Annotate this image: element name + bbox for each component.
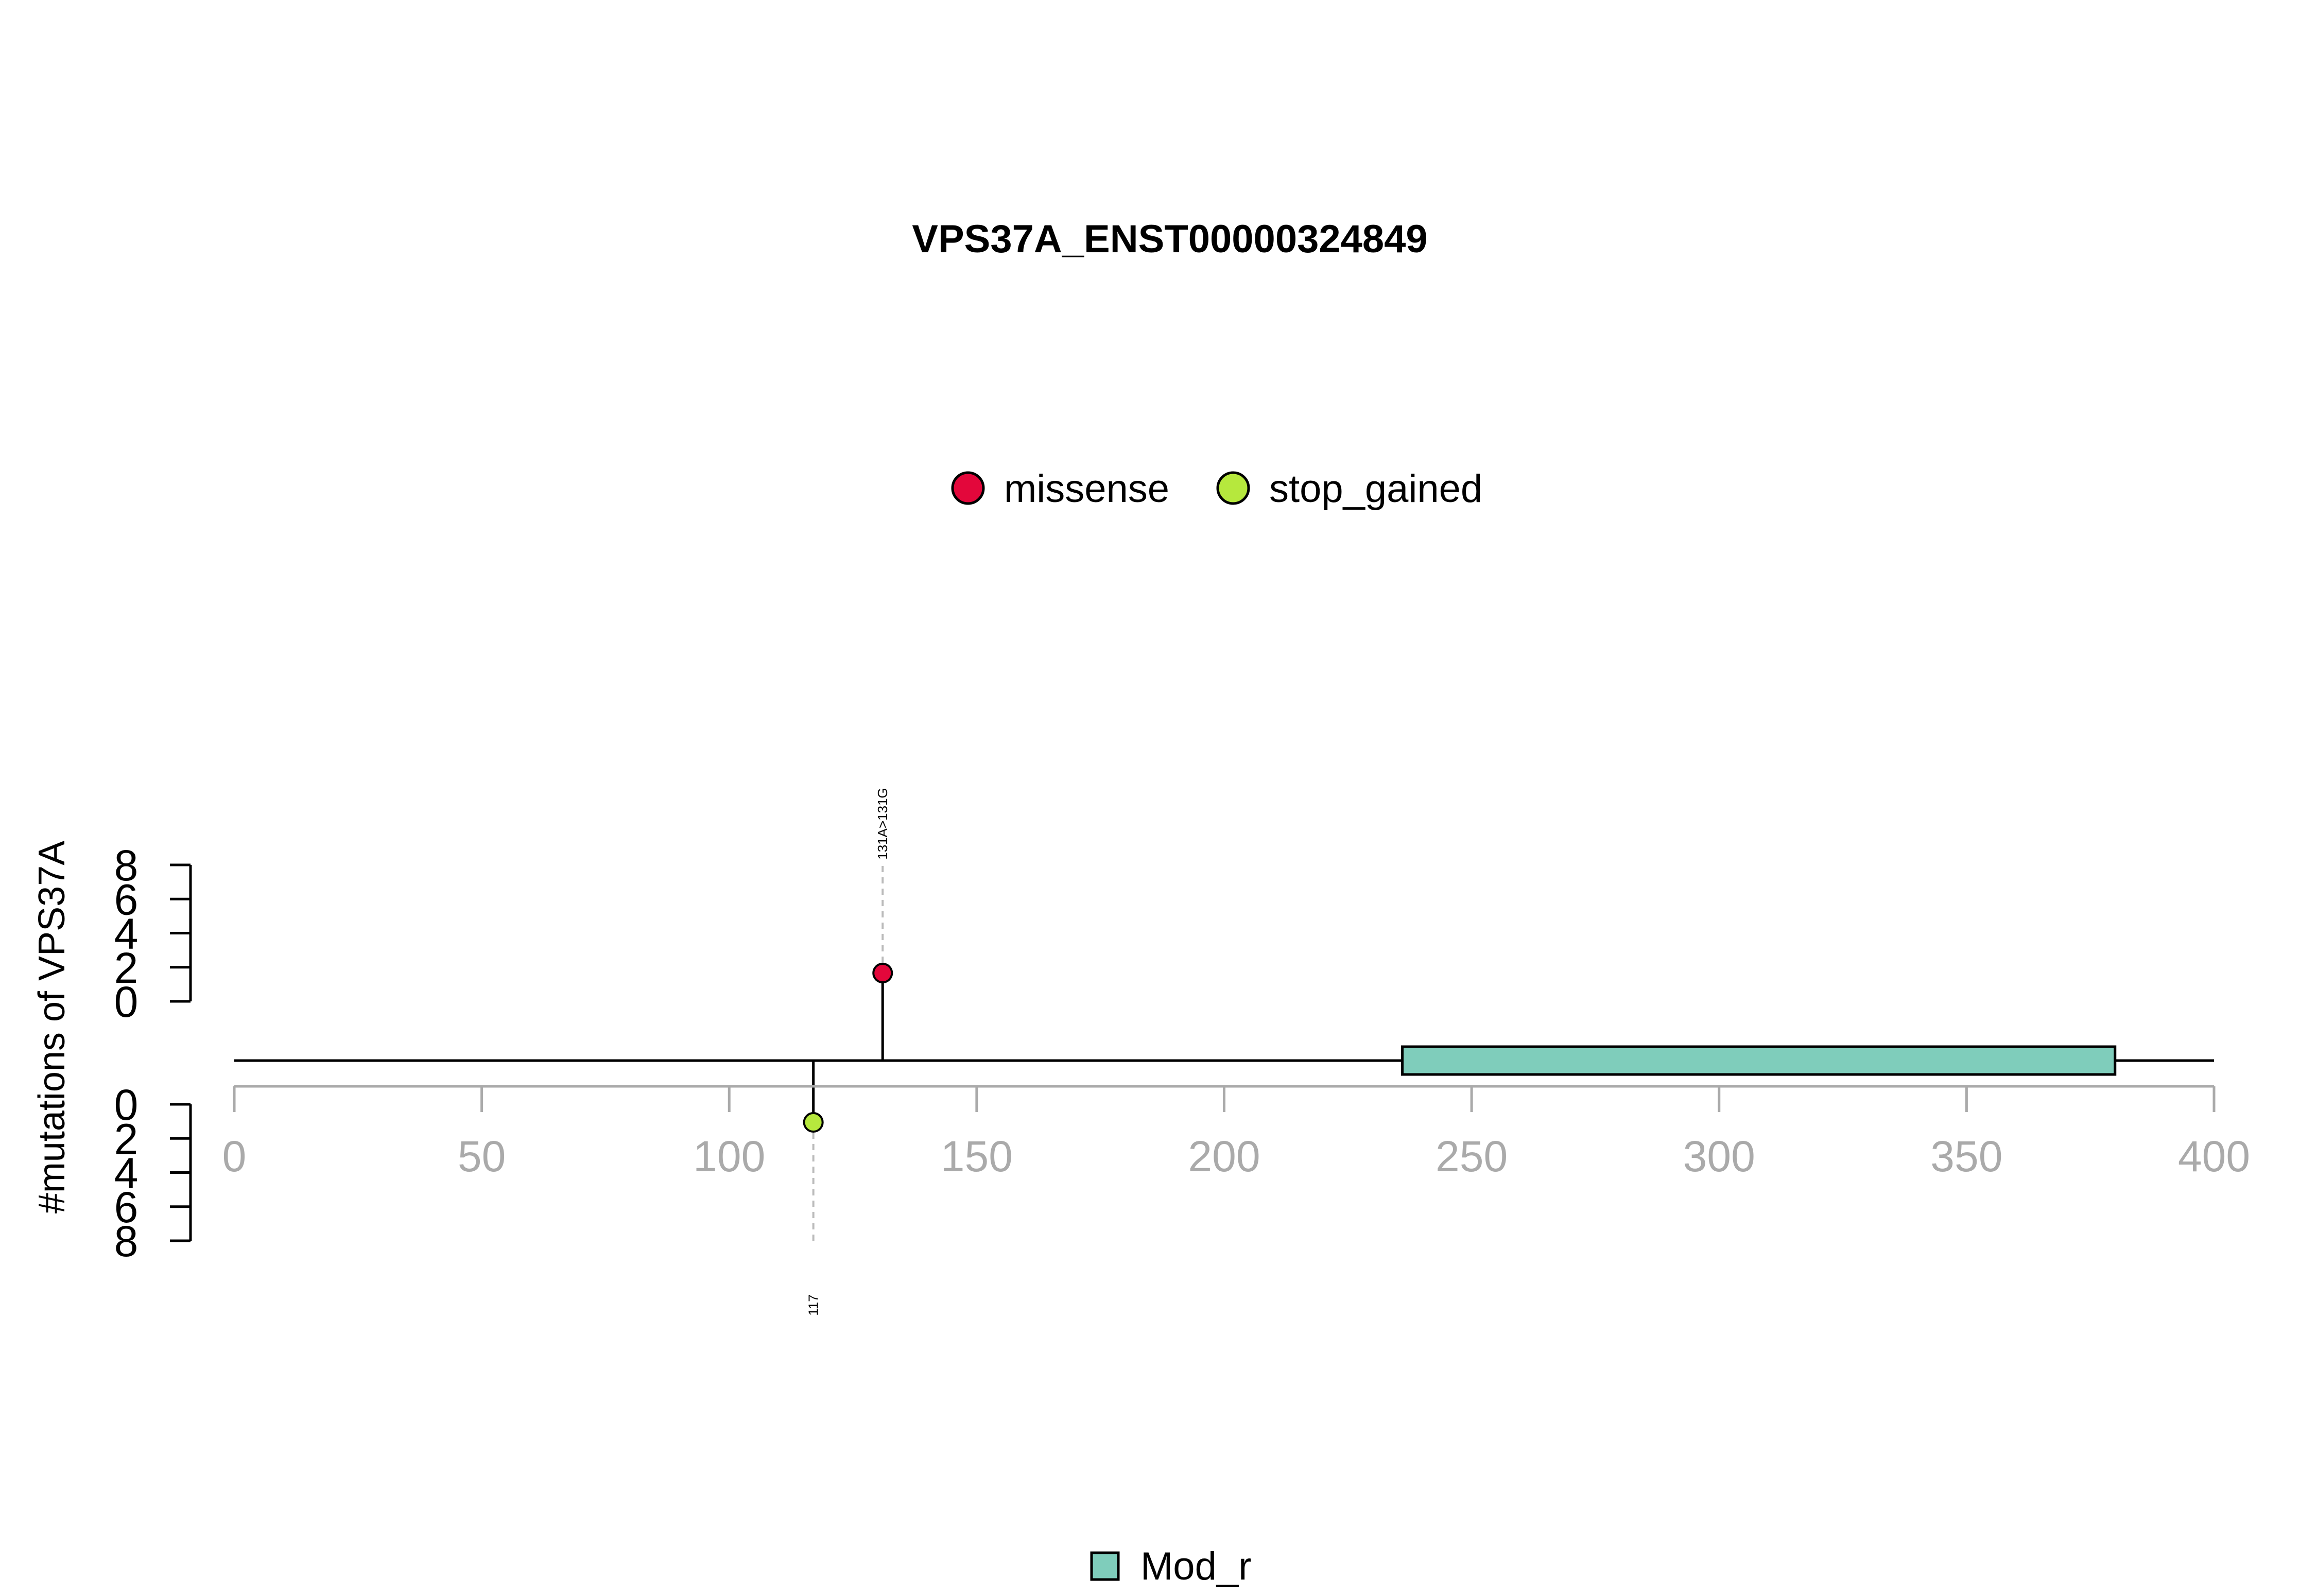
legend-label-stop_gained: stop_gained [1269, 467, 1482, 511]
mutation-label: 131A>131G [875, 788, 890, 860]
mutation-dot-stop_gained [803, 1112, 824, 1133]
legend-marker-stop_gained [1216, 471, 1250, 505]
x-tick-label: 400 [2178, 1132, 2250, 1181]
legend-swatch-mod_r [1090, 1551, 1120, 1581]
y-tick-label: 6 [114, 1183, 139, 1231]
mutation-type-legend: missense stop_gained [951, 467, 1482, 511]
mutation-label: 117 [806, 1294, 821, 1315]
y-tick-label: 4 [114, 910, 139, 958]
domain-mod-r [1401, 1045, 2117, 1076]
x-tick-label: 300 [1683, 1132, 1755, 1181]
y-tick-label: 2 [114, 944, 139, 992]
y-axis-label: #mutations of VPS37A [31, 841, 73, 1213]
x-tick-label: 100 [693, 1132, 765, 1181]
y-tick-label: 6 [114, 875, 139, 924]
x-axis: 0 50 100 150 200 250 300 350 400 [222, 1085, 2250, 1181]
x-tick-label: 150 [941, 1132, 1013, 1181]
y-tick-label: 8 [114, 1217, 139, 1265]
mutation-dot-missense [872, 963, 893, 983]
legend-label-mod_r: Mod_r [1140, 1545, 1251, 1588]
domain-layer [1401, 1045, 2117, 1076]
y-tick-label: 0 [114, 1081, 139, 1129]
chart-title: VPS37A_ENST00000324849 [912, 217, 1427, 261]
y-tick-label: 4 [114, 1149, 139, 1198]
x-tick-label: 350 [1930, 1132, 2002, 1181]
x-tick-label: 0 [222, 1132, 247, 1181]
x-tick-label: 50 [458, 1132, 506, 1181]
y-tick-label: 8 [114, 841, 139, 890]
legend-marker-missense [951, 471, 985, 505]
x-tick-label: 250 [1436, 1132, 1508, 1181]
legend-label-missense: missense [1004, 467, 1169, 511]
domain-legend: Mod_r [1090, 1545, 1251, 1588]
x-tick-label: 200 [1188, 1132, 1260, 1181]
mutation-layer: 131A>131G 117 [803, 788, 893, 1316]
y-tick-label: 0 [114, 978, 139, 1026]
y-tick-label: 2 [114, 1115, 139, 1163]
